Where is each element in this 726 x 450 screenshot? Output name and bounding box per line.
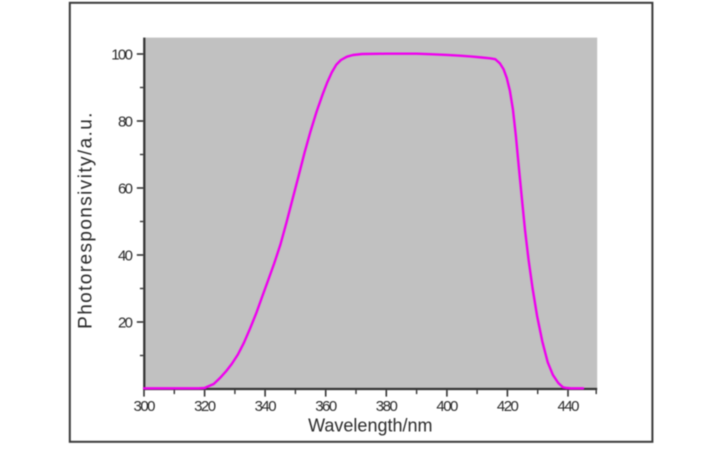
svg-text:80: 80 (118, 113, 133, 130)
svg-text:Photoresponsivity/a.u.: Photoresponsivity/a.u. (76, 111, 97, 329)
svg-text:440: 440 (558, 398, 580, 415)
svg-text:360: 360 (315, 398, 337, 415)
svg-text:60: 60 (118, 180, 133, 197)
svg-text:340: 340 (255, 398, 277, 415)
svg-text:20: 20 (118, 314, 133, 331)
svg-text:40: 40 (118, 247, 133, 264)
svg-text:100: 100 (111, 46, 133, 63)
svg-text:420: 420 (497, 398, 519, 415)
svg-text:320: 320 (194, 398, 216, 415)
svg-text:400: 400 (436, 398, 458, 415)
svg-text:Wavelength/nm: Wavelength/nm (308, 416, 432, 436)
svg-text:300: 300 (134, 398, 156, 415)
svg-text:380: 380 (376, 398, 398, 415)
